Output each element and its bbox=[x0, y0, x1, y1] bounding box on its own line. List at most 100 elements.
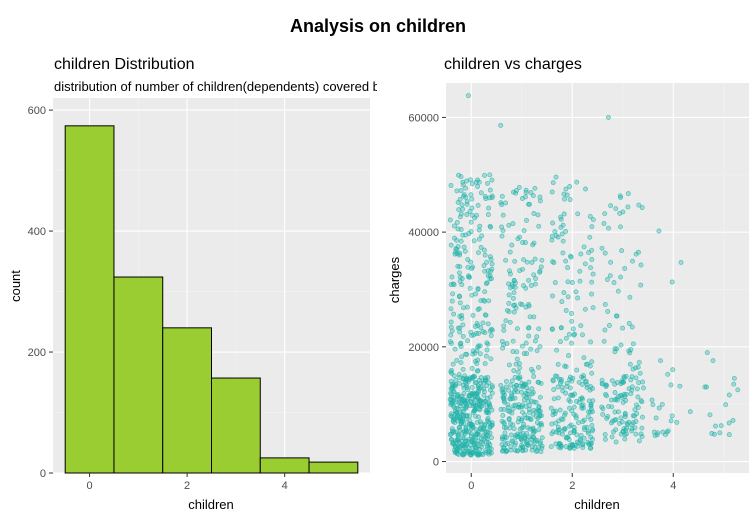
scatter-point bbox=[651, 429, 657, 435]
scatter-point bbox=[538, 264, 544, 270]
scatter-point bbox=[450, 361, 456, 367]
scatter-point bbox=[605, 114, 611, 120]
scatter-point bbox=[475, 383, 481, 389]
scatter-point bbox=[524, 217, 529, 223]
scatter-point bbox=[506, 362, 512, 368]
scatter-point bbox=[525, 399, 531, 405]
scatter-point bbox=[451, 415, 457, 421]
scatter-point bbox=[578, 432, 584, 438]
scatter-point bbox=[574, 398, 579, 404]
scatter-point bbox=[627, 294, 633, 300]
scatter-point bbox=[526, 333, 532, 339]
scatter-point bbox=[486, 380, 492, 386]
scatter-point bbox=[499, 202, 505, 208]
scatter-point bbox=[602, 301, 608, 307]
scatter-point bbox=[639, 434, 645, 439]
scatter-point bbox=[553, 429, 559, 435]
scatter-point bbox=[516, 404, 521, 410]
scatter-point bbox=[625, 204, 631, 210]
scatter-point bbox=[654, 432, 660, 438]
scatter-point bbox=[454, 357, 460, 363]
scatter-point bbox=[514, 349, 520, 355]
scatter-point bbox=[638, 262, 644, 268]
left-x-tick-label: 4 bbox=[282, 480, 288, 492]
scatter-point bbox=[484, 417, 490, 423]
scatter-point bbox=[520, 444, 525, 450]
scatter-point bbox=[476, 452, 482, 458]
scatter-point bbox=[469, 366, 475, 371]
scatter-point bbox=[563, 258, 569, 264]
scatter-point bbox=[510, 295, 516, 301]
scatter-point bbox=[726, 420, 732, 426]
histogram-bar-0 bbox=[64, 125, 115, 474]
scatter-point bbox=[498, 122, 504, 128]
scatter-point bbox=[660, 429, 666, 435]
scatter-point bbox=[602, 211, 608, 217]
scatter-point bbox=[489, 383, 495, 389]
scatter-point bbox=[507, 319, 513, 325]
scatter-point bbox=[535, 212, 541, 218]
scatter-point bbox=[713, 423, 718, 429]
scatter-point bbox=[508, 432, 514, 438]
scatter-point bbox=[531, 272, 537, 278]
scatter-point bbox=[726, 432, 732, 438]
scatter-point bbox=[565, 265, 571, 271]
scatter-point bbox=[519, 417, 525, 423]
scatter-point bbox=[656, 228, 662, 234]
scatter-point bbox=[482, 377, 488, 383]
scatter-point bbox=[587, 234, 593, 240]
scatter-point bbox=[483, 450, 489, 456]
scatter-point bbox=[510, 338, 516, 344]
scatter-point bbox=[458, 227, 464, 232]
scatter-point bbox=[463, 416, 469, 422]
scatter-point bbox=[476, 236, 482, 242]
scatter-point bbox=[460, 179, 466, 185]
scatter-point bbox=[465, 257, 471, 263]
histogram-bar-4 bbox=[259, 457, 310, 474]
right-chart-title: children vs charges bbox=[444, 56, 582, 73]
scatter-point bbox=[463, 232, 469, 238]
right-y-axis: 0 20000 40000 60000 bbox=[408, 112, 446, 469]
scatter-point bbox=[569, 280, 575, 285]
scatter-point bbox=[534, 334, 540, 340]
scatter-point bbox=[555, 384, 561, 390]
scatter-point bbox=[499, 224, 505, 230]
scatter-point bbox=[718, 423, 724, 429]
scatter-point bbox=[488, 356, 494, 362]
scatter-point bbox=[638, 431, 644, 437]
scatter-point bbox=[459, 420, 464, 426]
scatter-point bbox=[557, 407, 563, 413]
scatter-point bbox=[576, 420, 581, 426]
scatter-point bbox=[558, 325, 564, 331]
right-x-axis-title: children bbox=[574, 497, 620, 512]
scatter-point bbox=[687, 409, 693, 415]
scatter-point bbox=[580, 375, 586, 381]
scatter-point bbox=[514, 326, 520, 332]
scatter-point bbox=[481, 247, 487, 253]
scatter-point bbox=[526, 303, 532, 309]
scatter-point bbox=[473, 179, 479, 185]
scatter-point bbox=[473, 413, 478, 419]
scatter-point bbox=[516, 184, 522, 190]
scatter-point bbox=[524, 259, 530, 265]
scatter-point bbox=[475, 394, 481, 400]
scatter-point bbox=[581, 405, 586, 411]
scatter-point bbox=[520, 266, 526, 272]
scatter-point bbox=[481, 389, 487, 395]
scatter-point bbox=[568, 422, 574, 428]
scatter-point bbox=[548, 444, 554, 450]
scatter-point bbox=[538, 380, 544, 386]
scatter-point bbox=[649, 397, 655, 403]
scatter-point bbox=[475, 286, 481, 292]
scatter-point bbox=[529, 447, 535, 453]
scatter-point bbox=[553, 420, 559, 426]
scatter-point bbox=[477, 425, 483, 431]
scatter-point bbox=[529, 444, 535, 450]
scatter-point bbox=[523, 340, 529, 346]
scatter-point bbox=[567, 184, 573, 189]
scatter-point bbox=[658, 358, 663, 364]
scatter-point bbox=[457, 250, 463, 256]
scatter-point bbox=[459, 315, 465, 321]
scatter-point bbox=[630, 413, 636, 419]
left-x-tick-label: 2 bbox=[184, 480, 190, 492]
